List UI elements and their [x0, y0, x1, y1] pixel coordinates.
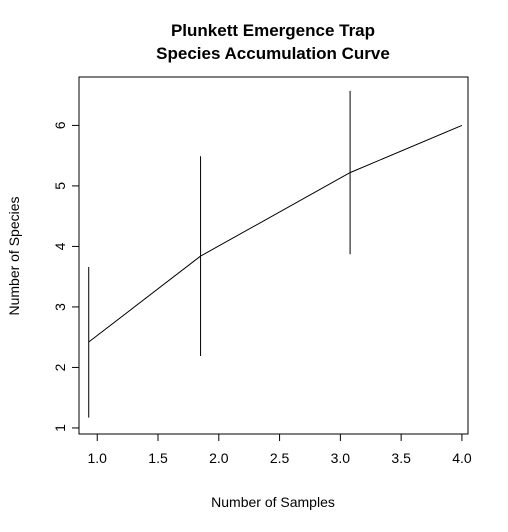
x-tick-label: 1.5 — [148, 450, 168, 466]
y-tick-label: 1 — [52, 424, 68, 432]
plot-frame — [78, 76, 469, 435]
y-tick-label: 4 — [52, 242, 68, 250]
y-tick-label: 3 — [52, 303, 68, 311]
x-tick-label: 3.0 — [331, 450, 351, 466]
y-tick-label: 6 — [52, 121, 68, 129]
series-group — [88, 124, 463, 343]
x-tick-label: 2.5 — [270, 450, 290, 466]
chart-title-line-2: Species Accumulation Curve — [156, 44, 390, 63]
x-tick-label: 2.0 — [209, 450, 229, 466]
y-axis: 1 2 3 4 5 6 — [52, 121, 80, 432]
y-tick-label: 5 — [52, 182, 68, 190]
chart-title-line-1: Plunkett Emergence Trap — [171, 21, 375, 40]
x-tick-label: 4.0 — [452, 450, 472, 466]
x-tick-label: 1.0 — [88, 450, 108, 466]
accumulation-curve — [88, 124, 463, 343]
x-axis: 1.0 1.5 2.0 2.5 3.0 3.5 4.0 — [88, 433, 472, 466]
error-bars — [88, 90, 351, 418]
x-axis-label: Number of Samples — [211, 494, 335, 510]
x-tick-label: 3.5 — [391, 450, 411, 466]
y-tick-label: 2 — [52, 363, 68, 371]
y-axis-label: Number of Species — [6, 196, 22, 315]
